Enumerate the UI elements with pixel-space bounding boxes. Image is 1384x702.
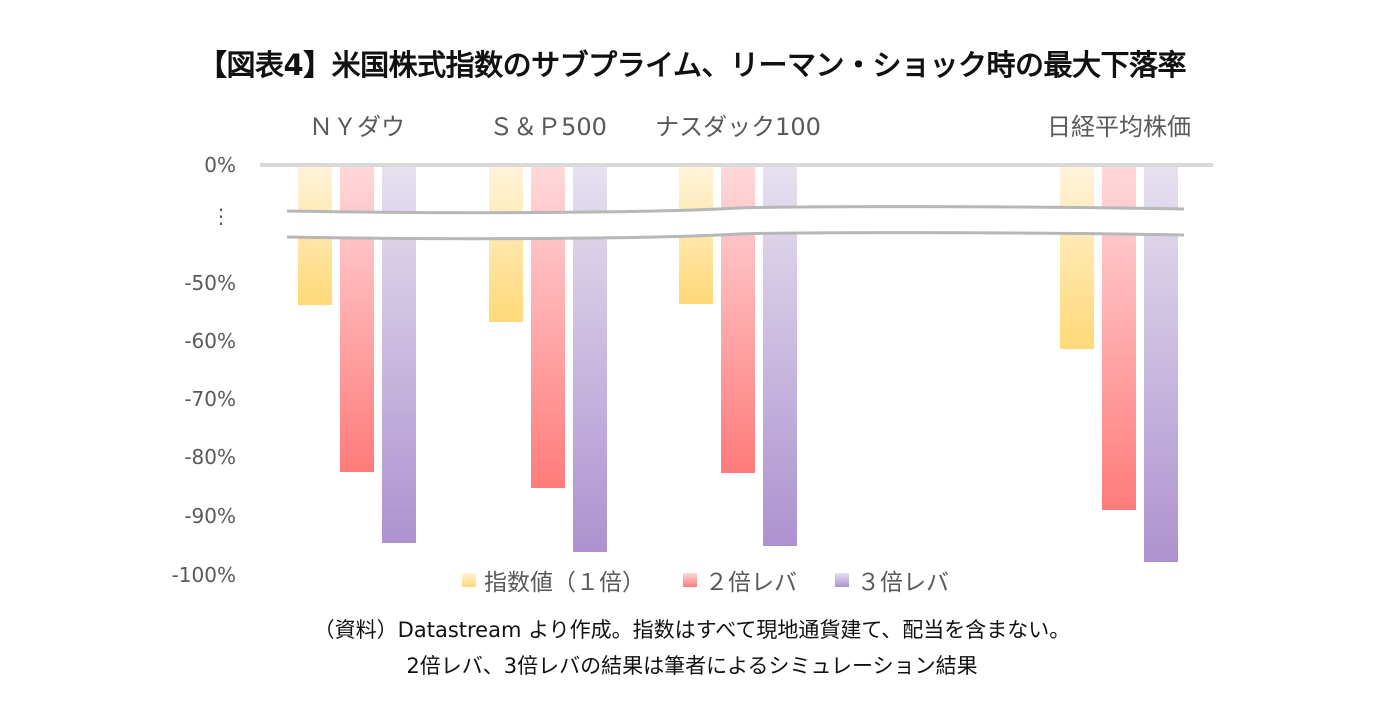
legend-swatch-icon bbox=[683, 573, 697, 587]
category-label: 日経平均株価 bbox=[1047, 113, 1191, 141]
legend-label: 指数値（１倍） bbox=[484, 570, 645, 596]
bar bbox=[1060, 167, 1094, 349]
y-tick-label: -80% bbox=[184, 445, 236, 469]
legend-item-1x: 指数値（１倍） bbox=[462, 563, 645, 597]
legend-swatch-icon bbox=[835, 573, 849, 587]
bar bbox=[489, 167, 523, 323]
category-label: ナスダック100 bbox=[655, 113, 821, 141]
source-note: （資料）Datastream より作成。指数はすべて現地通貨建て、配当を含まない… bbox=[313, 618, 1071, 642]
y-tick-label: -70% bbox=[184, 387, 236, 411]
y-tick-label: -100% bbox=[171, 563, 236, 587]
chart-title: 【図表4】米国株式指数のサブプライム、リーマン・ショック時の最大下落率 bbox=[197, 48, 1187, 82]
category-label: ＮＹダウ bbox=[309, 113, 405, 141]
y-tick-label: -50% bbox=[184, 271, 236, 295]
legend: 指数値（１倍） ２倍レバ ３倍レバ bbox=[462, 563, 987, 597]
legend-item-2x: ２倍レバ bbox=[683, 563, 797, 597]
y-tick-label: -60% bbox=[184, 329, 236, 353]
axis-break-ellipsis: ⋮ bbox=[211, 204, 231, 228]
legend-label: ２倍レバ bbox=[705, 570, 797, 596]
y-tick-label: -90% bbox=[184, 504, 236, 528]
legend-swatch-icon bbox=[462, 573, 476, 587]
legend-item-3x: ３倍レバ bbox=[835, 563, 949, 597]
category-label: Ｓ＆Ｐ500 bbox=[489, 113, 607, 141]
zero-baseline bbox=[260, 163, 1213, 167]
legend-label: ３倍レバ bbox=[857, 570, 949, 596]
y-tick-label: 0% bbox=[204, 153, 236, 177]
break-line-upper bbox=[286, 205, 1185, 215]
simulation-note: 2倍レバ、3倍レバの結果は筆者によるシミュレーション結果 bbox=[406, 654, 978, 678]
break-line-lower bbox=[286, 231, 1185, 241]
